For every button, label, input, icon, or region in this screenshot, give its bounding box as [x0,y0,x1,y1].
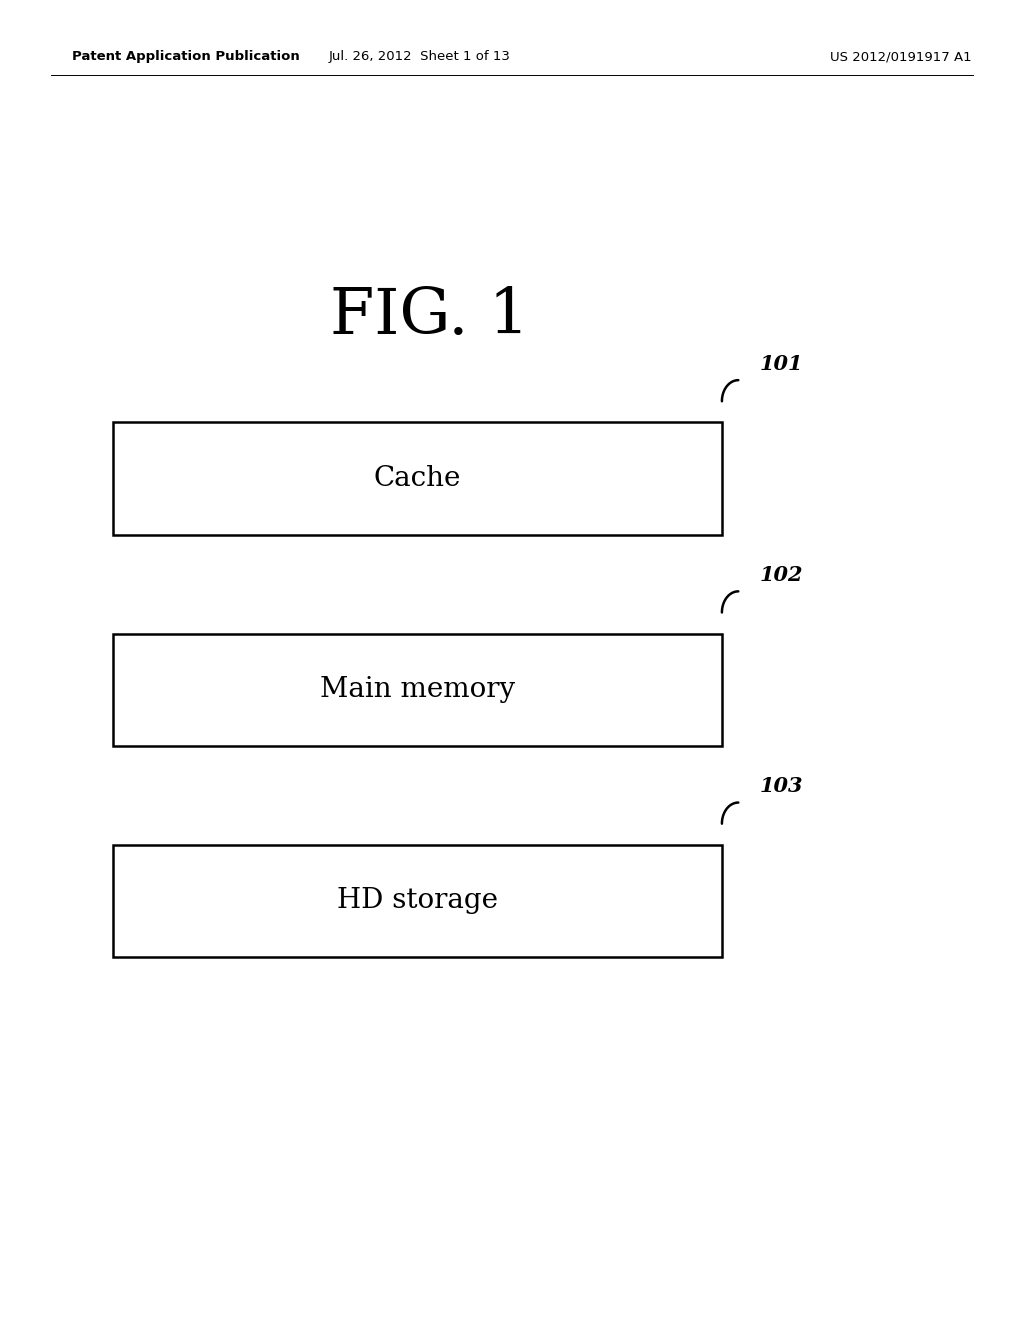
Text: FIG. 1: FIG. 1 [331,286,529,347]
Text: 102: 102 [760,565,803,585]
Text: 103: 103 [760,776,803,796]
Bar [113,634,722,746]
Text: Jul. 26, 2012  Sheet 1 of 13: Jul. 26, 2012 Sheet 1 of 13 [329,50,511,63]
Text: Patent Application Publication: Patent Application Publication [72,50,299,63]
Text: HD storage: HD storage [337,887,498,915]
Text: 101: 101 [760,354,803,374]
Text: US 2012/0191917 A1: US 2012/0191917 A1 [830,50,972,63]
Bar [113,422,722,535]
Text: Main memory: Main memory [319,676,515,704]
Bar [113,845,722,957]
Text: Cache: Cache [374,465,461,492]
